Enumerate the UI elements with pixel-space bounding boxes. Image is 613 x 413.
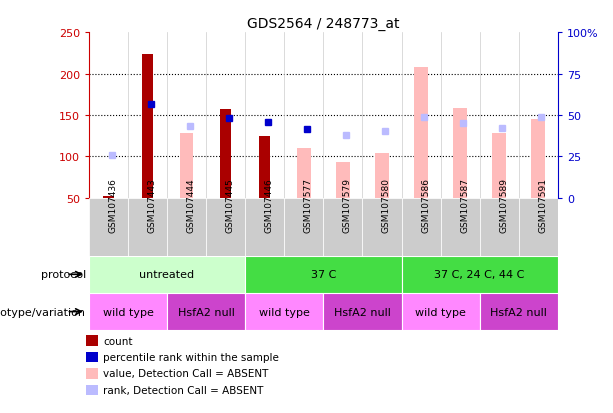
- Text: 37 C, 24 C, 44 C: 37 C, 24 C, 44 C: [435, 270, 525, 280]
- Bar: [86, 385, 98, 395]
- Bar: [128, 198, 167, 256]
- Text: wild type: wild type: [102, 307, 153, 317]
- Bar: [103, 197, 114, 198]
- Text: 37 C: 37 C: [311, 270, 336, 280]
- Bar: [86, 368, 98, 379]
- Bar: [245, 256, 402, 293]
- Bar: [402, 293, 480, 330]
- Text: GSM107577: GSM107577: [304, 178, 313, 233]
- Bar: [414, 68, 428, 198]
- Text: wild type: wild type: [259, 307, 310, 317]
- Bar: [86, 336, 98, 346]
- Bar: [402, 256, 558, 293]
- Text: GSM107445: GSM107445: [226, 178, 235, 233]
- Text: GSM107446: GSM107446: [265, 178, 274, 233]
- Bar: [519, 198, 558, 256]
- Bar: [86, 352, 98, 362]
- Text: genotype/variation: genotype/variation: [0, 307, 86, 317]
- Text: GSM107444: GSM107444: [186, 178, 196, 233]
- Bar: [324, 293, 402, 330]
- Text: GSM107586: GSM107586: [421, 178, 430, 233]
- Text: value, Detection Call = ABSENT: value, Detection Call = ABSENT: [103, 368, 268, 378]
- Text: percentile rank within the sample: percentile rank within the sample: [103, 352, 279, 362]
- Bar: [167, 198, 206, 256]
- Bar: [324, 198, 362, 256]
- Bar: [375, 154, 389, 198]
- Bar: [362, 198, 402, 256]
- Bar: [89, 293, 167, 330]
- Bar: [492, 134, 506, 198]
- Text: GSM107579: GSM107579: [343, 178, 352, 233]
- Bar: [167, 293, 245, 330]
- Text: GSM107589: GSM107589: [499, 178, 508, 233]
- Text: protocol: protocol: [40, 270, 86, 280]
- Text: GSM107443: GSM107443: [148, 178, 156, 233]
- Bar: [245, 198, 284, 256]
- Text: GSM107591: GSM107591: [538, 178, 547, 233]
- Bar: [206, 198, 245, 256]
- Text: HsfA2 null: HsfA2 null: [178, 307, 235, 317]
- Bar: [245, 293, 324, 330]
- Bar: [259, 136, 270, 198]
- Bar: [480, 198, 519, 256]
- Title: GDS2564 / 248773_at: GDS2564 / 248773_at: [247, 17, 400, 31]
- Text: wild type: wild type: [415, 307, 466, 317]
- Text: GSM107587: GSM107587: [460, 178, 469, 233]
- Text: rank, Detection Call = ABSENT: rank, Detection Call = ABSENT: [103, 385, 264, 395]
- Bar: [220, 110, 231, 198]
- Text: HsfA2 null: HsfA2 null: [490, 307, 547, 317]
- Text: HsfA2 null: HsfA2 null: [334, 307, 391, 317]
- Text: untreated: untreated: [140, 270, 194, 280]
- Bar: [336, 163, 350, 198]
- Text: GSM107436: GSM107436: [109, 178, 118, 233]
- Bar: [180, 134, 194, 198]
- Bar: [89, 198, 128, 256]
- Bar: [453, 109, 467, 198]
- Text: count: count: [103, 336, 132, 346]
- Bar: [284, 198, 324, 256]
- Bar: [531, 120, 545, 198]
- Text: GSM107580: GSM107580: [382, 178, 391, 233]
- Bar: [297, 149, 311, 198]
- Bar: [441, 198, 480, 256]
- Bar: [89, 256, 245, 293]
- Bar: [480, 293, 558, 330]
- Bar: [402, 198, 441, 256]
- Bar: [142, 55, 153, 198]
